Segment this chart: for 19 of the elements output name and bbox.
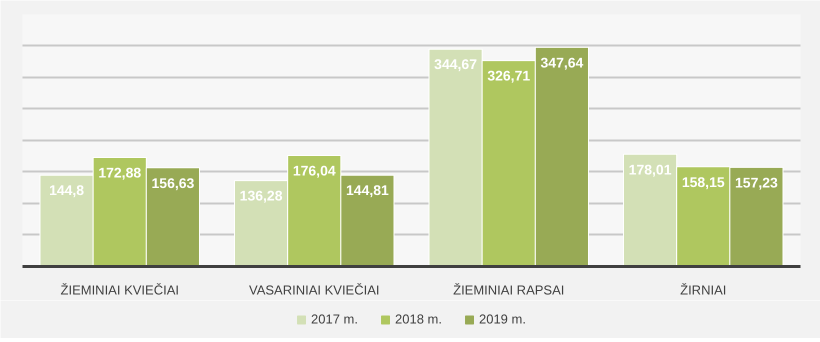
data-label: 144,8 bbox=[49, 182, 84, 198]
data-label: 144,81 bbox=[346, 182, 390, 198]
x-tick-label: ŽIRNIAI bbox=[680, 282, 726, 298]
data-label: 136,28 bbox=[240, 188, 283, 204]
x-tick-label: ŽIEMINIAI RAPSAI bbox=[453, 282, 564, 298]
x-tick-label: VASARINIAI KVIEČIAI bbox=[248, 282, 380, 298]
data-label: 158,15 bbox=[682, 174, 725, 190]
data-label: 326,71 bbox=[487, 68, 530, 84]
legend-label: 2019 m. bbox=[478, 312, 526, 326]
data-label: 176,04 bbox=[292, 162, 336, 179]
data-label: 178,01 bbox=[628, 161, 672, 178]
data-label: 347,64 bbox=[540, 54, 584, 70]
data-label: 157,23 bbox=[735, 174, 778, 190]
x-tick-label: ŽIEMINIAI KVIEČIAI bbox=[60, 282, 179, 298]
data-label: 172,88 bbox=[98, 164, 142, 181]
data-label: 344,67 bbox=[434, 56, 478, 72]
data-label: 156,63 bbox=[152, 174, 195, 191]
legend-label: 2018 m. bbox=[395, 312, 442, 326]
legend-label: 2017 m. bbox=[311, 312, 358, 326]
